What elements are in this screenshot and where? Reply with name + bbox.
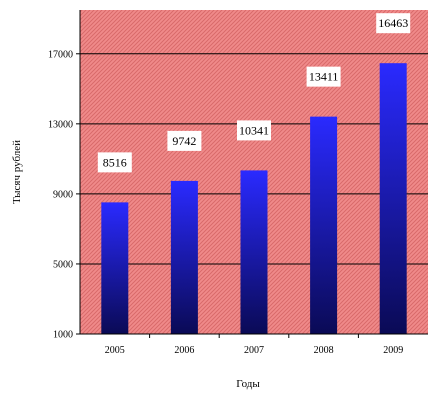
bar-2007 xyxy=(240,170,268,334)
data-label-box xyxy=(97,152,132,173)
data-label-box xyxy=(376,13,411,34)
data-label-text: 9742 xyxy=(172,134,196,148)
data-label-2009: 16463 xyxy=(376,13,411,34)
data-label-text: 10341 xyxy=(239,123,269,137)
data-label-text: 16463 xyxy=(378,16,408,30)
data-label-2008: 13411 xyxy=(306,66,341,87)
data-label-box xyxy=(167,130,202,151)
x-tick-label: 2005 xyxy=(105,345,125,356)
bar-2005 xyxy=(101,202,129,334)
y-tick-label: 1000 xyxy=(53,330,73,341)
y-tick-label: 5000 xyxy=(53,259,73,270)
data-label-text: 13411 xyxy=(309,70,339,84)
x-tick-label: 2009 xyxy=(383,345,403,356)
data-label-box xyxy=(306,66,341,87)
y-axis-title: Тысяч рублей xyxy=(11,140,23,204)
bar-2006 xyxy=(170,180,198,334)
y-axis-ticks: 1000 5000 9000 13000 17000 xyxy=(48,49,80,341)
y-tick-label: 13000 xyxy=(48,119,73,130)
data-label-2006: 9742 xyxy=(167,130,202,151)
data-label-2005: 8516 xyxy=(97,152,132,173)
data-label-text: 8516 xyxy=(103,155,127,169)
bar-2008 xyxy=(310,116,338,334)
x-tick-label: 2008 xyxy=(314,345,334,356)
y-tick-label: 17000 xyxy=(48,49,73,60)
data-labels: 8516 9742 10341 13411 16463 xyxy=(97,13,411,173)
x-axis-title: Годы xyxy=(236,378,260,390)
data-label-box xyxy=(237,120,271,141)
x-tick-label: 2007 xyxy=(244,345,264,356)
bars xyxy=(101,63,407,335)
bar-2009 xyxy=(379,63,407,335)
x-axis-ticks: 2005 2006 2007 2008 2009 xyxy=(105,334,403,356)
y-tick-label: 9000 xyxy=(53,189,73,200)
data-label-2007: 10341 xyxy=(237,120,271,141)
x-tick-label: 2006 xyxy=(174,345,194,356)
